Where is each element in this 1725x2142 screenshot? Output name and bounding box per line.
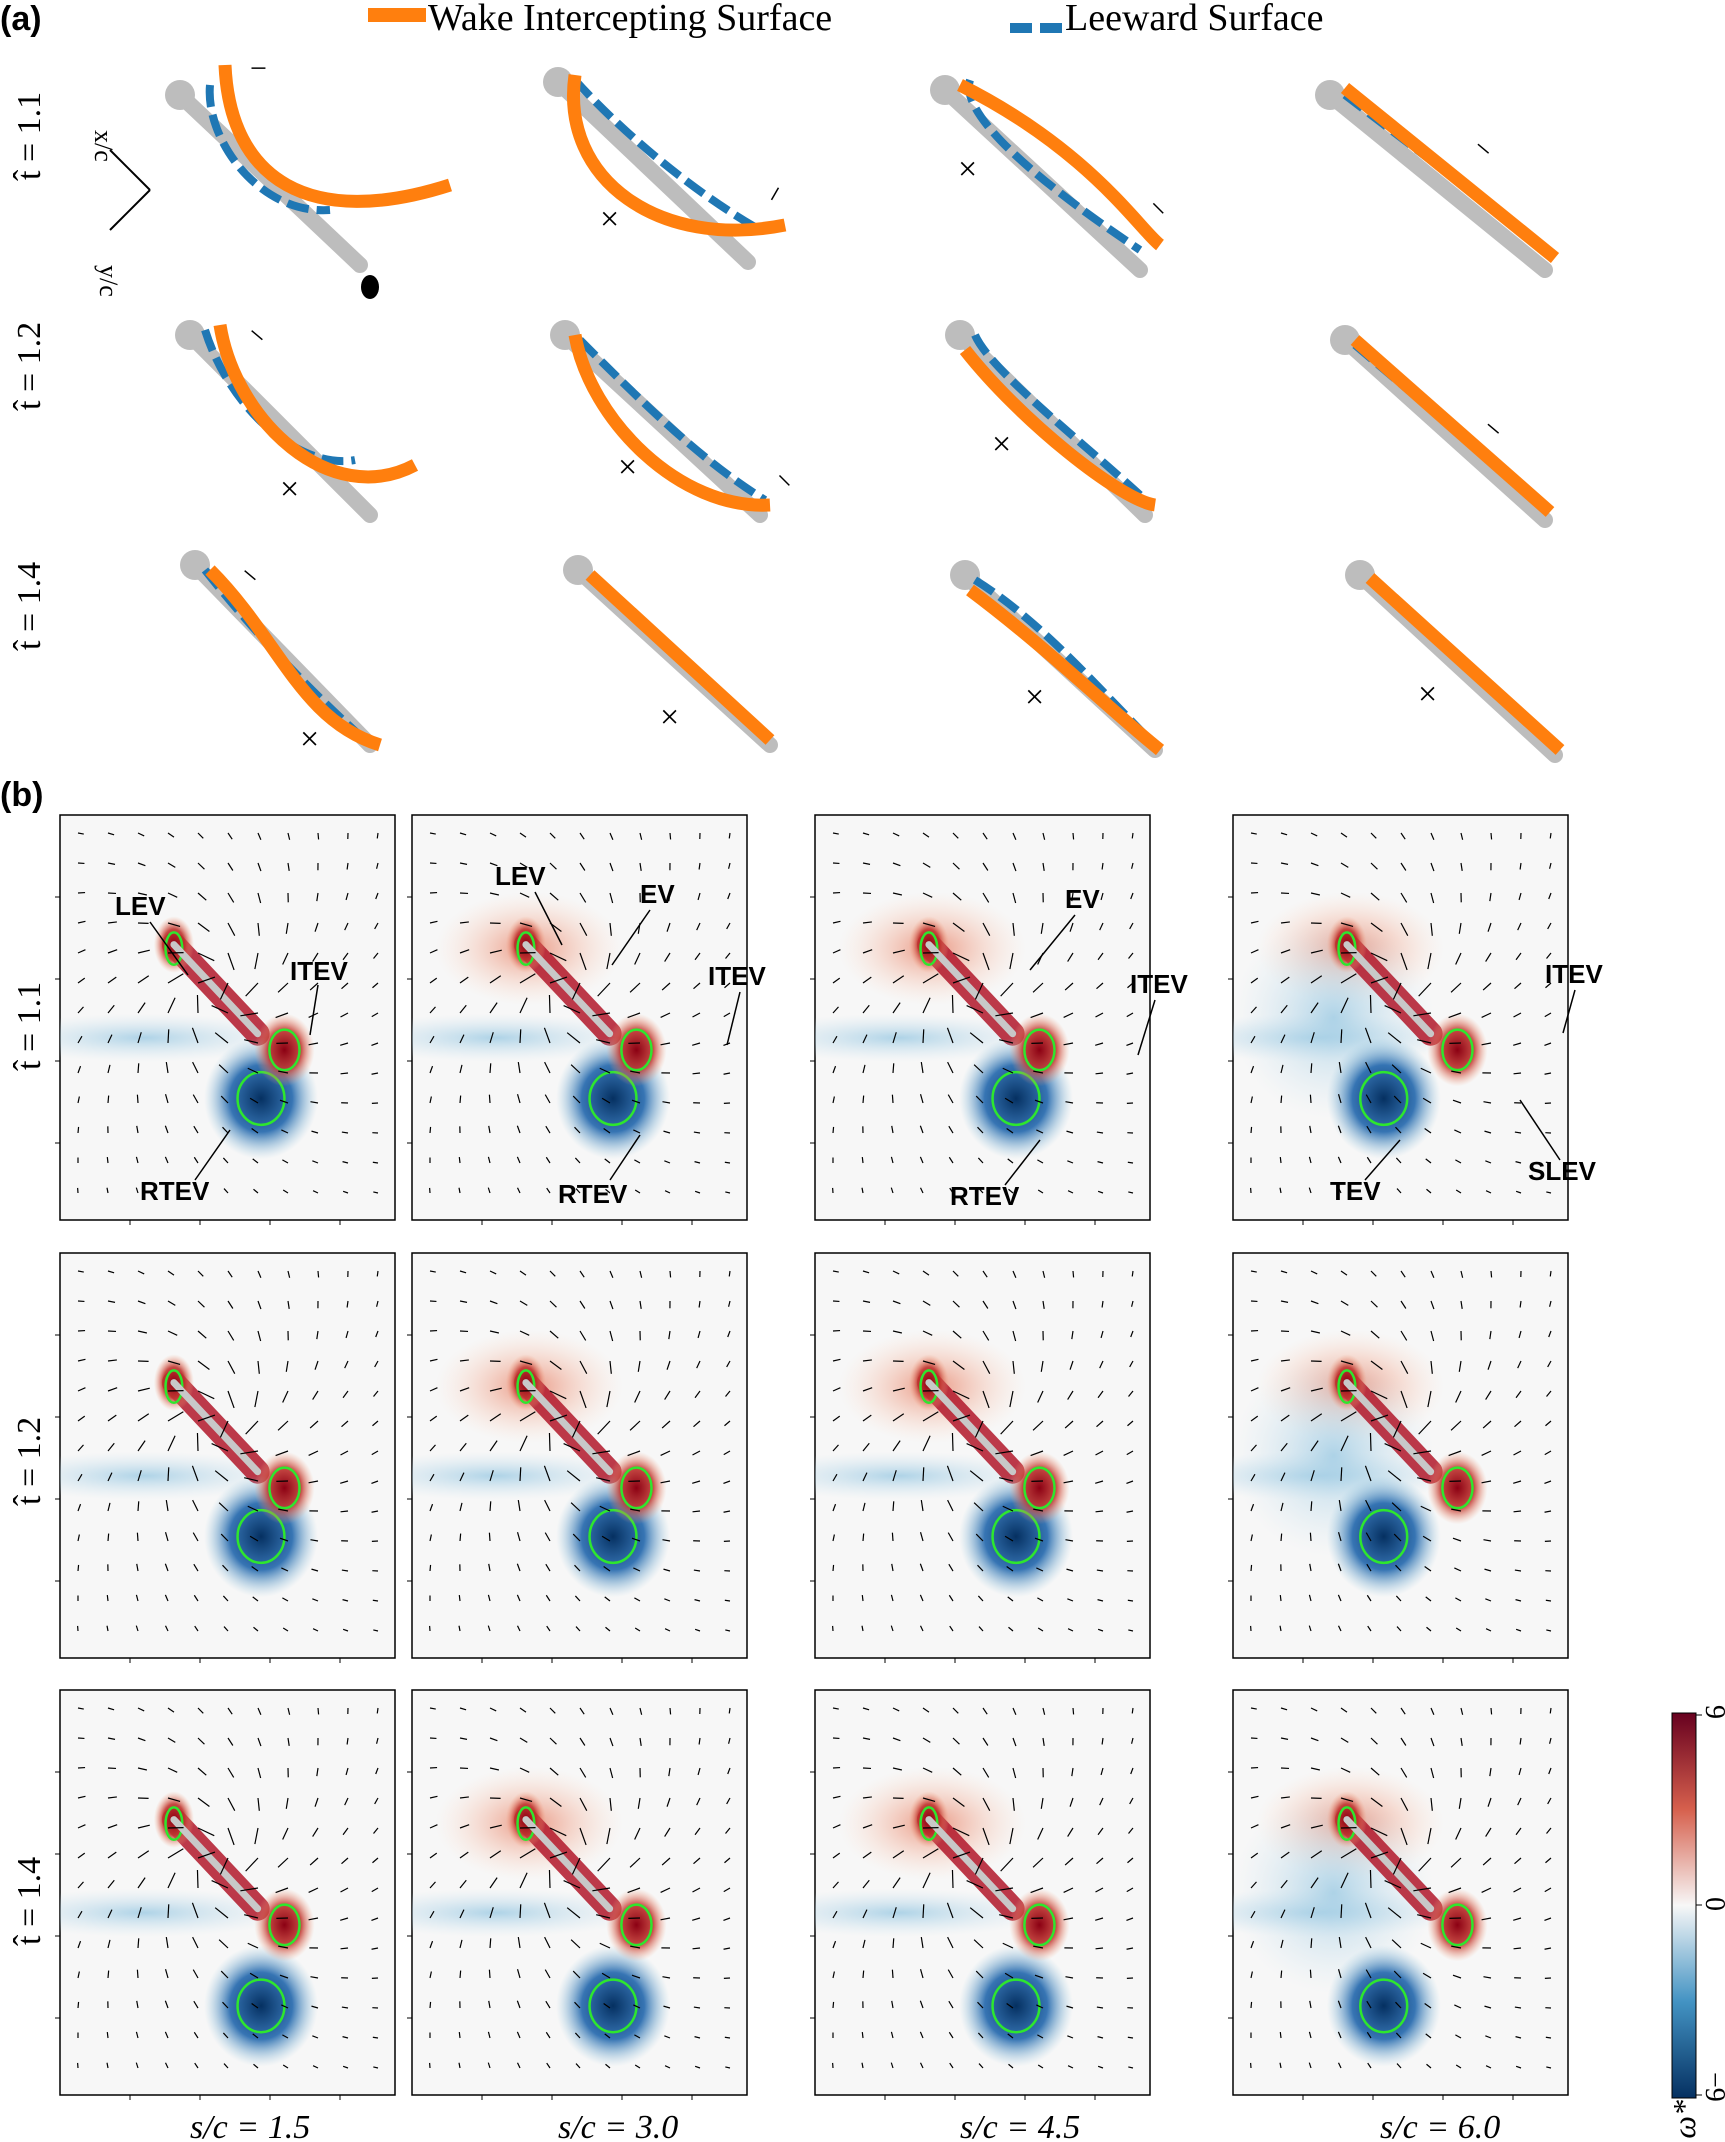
deform-r1-c2: × − (543, 67, 794, 270)
flow-panel-r2-c3 (810, 1252, 1151, 1663)
annot-rtev-c3: RTEV (950, 1181, 1020, 1211)
deform-r3-c4: × (1345, 560, 1565, 763)
deform-r2-c3: × (945, 320, 1157, 523)
deform-r3-c2: × (563, 555, 778, 753)
colorbar-tick-zero: 0 (1699, 1897, 1725, 1911)
svg-text:×: × (300, 721, 319, 758)
panel-a-row-label-3: t̂ = 1.4 (11, 562, 48, 652)
panel-b-row-label-2: t̂ = 1.2 (11, 1417, 48, 1507)
svg-text:×: × (1418, 676, 1437, 713)
svg-text:×: × (280, 471, 299, 508)
deform-r1-c3: × − (930, 75, 1176, 278)
annot-ev-c2: EV (640, 879, 675, 909)
panel-a-row-label-2: t̂ = 1.2 (11, 322, 48, 412)
flow-panel-r2-c1 (55, 1252, 396, 1663)
flow-panel-r1-c1 (55, 814, 396, 1225)
flow-panel-r1-c2 (407, 814, 748, 1225)
col-label-3: s/c = 4.5 (960, 2109, 1080, 2142)
colorbar-gradient (1671, 1712, 1697, 2099)
svg-text:−: − (1476, 411, 1510, 447)
annot-lev-c1: LEV (115, 891, 166, 921)
svg-text:×: × (600, 201, 619, 238)
deform-r3-c3: × (950, 560, 1165, 758)
svg-text:−: − (240, 317, 274, 353)
flow-panel-r1-c4 (1228, 814, 1569, 1225)
svg-text:×: × (660, 699, 679, 736)
flow-panel-r2-c4 (1228, 1252, 1569, 1663)
annot-rtev-c2: RTEV (558, 1179, 628, 1209)
annot-lev-c2: LEV (495, 861, 546, 891)
annot-itev-c2: ITEV (708, 961, 766, 991)
deform-r2-c1: − × (175, 317, 419, 523)
annot-rtev-c1: RTEV (140, 1176, 210, 1206)
axis-y-label: y/c (94, 265, 123, 297)
legend: Wake Intercepting Surface Leeward Surfac… (368, 0, 1323, 39)
svg-text:×: × (992, 426, 1011, 463)
legend-wake-swatch (368, 8, 426, 22)
annot-tev-c4: TEV (1330, 1176, 1381, 1206)
flow-panel-r2-c2 (407, 1252, 748, 1663)
vortex-annotations: LEV ITEV RTEV LEV EV ITEV RTEV EV ITEV R… (115, 861, 1603, 1211)
flow-panel-r1-c3 (810, 814, 1151, 1225)
flow-panel-r3-c2 (407, 1689, 748, 2100)
colorbar-tick-max: 9 (1699, 1705, 1725, 1719)
marker-dash: − (250, 52, 267, 85)
svg-text:−: − (233, 557, 267, 593)
svg-text:×: × (1025, 679, 1044, 716)
flow-panel-r3-c3 (810, 1689, 1151, 2100)
axes-icon: x/c y/c (89, 130, 151, 297)
col-label-4: s/c = 6.0 (1380, 2109, 1500, 2142)
legend-wake-label: Wake Intercepting Surface (428, 0, 832, 39)
svg-text:−: − (766, 463, 801, 498)
deform-r2-c4: − (1330, 325, 1555, 528)
deform-r1-c1: − (165, 52, 452, 299)
annot-itev-c1: ITEV (290, 956, 348, 986)
annot-itev-c4: ITEV (1545, 959, 1603, 989)
svg-text:−: − (757, 179, 794, 210)
colorbar-tick-min: −9 (1699, 2072, 1725, 2102)
panel-b-label: (b) (0, 776, 43, 814)
svg-text:×: × (958, 151, 977, 188)
legend-leeward-label: Leeward Surface (1065, 0, 1323, 39)
deform-r3-c1: − × (180, 550, 383, 758)
flow-panel-r3-c1 (55, 1689, 396, 2100)
annot-slev-c4: SLEV (1528, 1156, 1597, 1186)
col-label-1: s/c = 1.5 (190, 2109, 310, 2142)
colorbar: 9 0 −9 ω* (1666, 1705, 1725, 2139)
colorbar-label: ω* (1666, 2100, 1702, 2139)
annot-ev-c3: EV (1065, 884, 1100, 914)
col-label-2: s/c = 3.0 (558, 2109, 678, 2142)
svg-text:−: − (1466, 131, 1500, 167)
svg-text:×: × (618, 449, 637, 486)
panel-b-row-label-1: t̂ = 1.1 (11, 982, 48, 1072)
annot-itev-c3: ITEV (1130, 969, 1188, 999)
panel-a-label: (a) (0, 0, 42, 38)
flow-field-grid (55, 814, 1569, 2100)
panel-a-row-label-1: t̂ = 1.1 (11, 92, 48, 182)
deform-r2-c2: × − (550, 320, 802, 523)
flow-panel-r3-c4 (1228, 1689, 1569, 2100)
deform-r1-c4: − (1315, 80, 1560, 278)
panel-b-row-label-3: t̂ = 1.4 (11, 1857, 48, 1947)
axis-x-label: x/c (89, 130, 118, 162)
